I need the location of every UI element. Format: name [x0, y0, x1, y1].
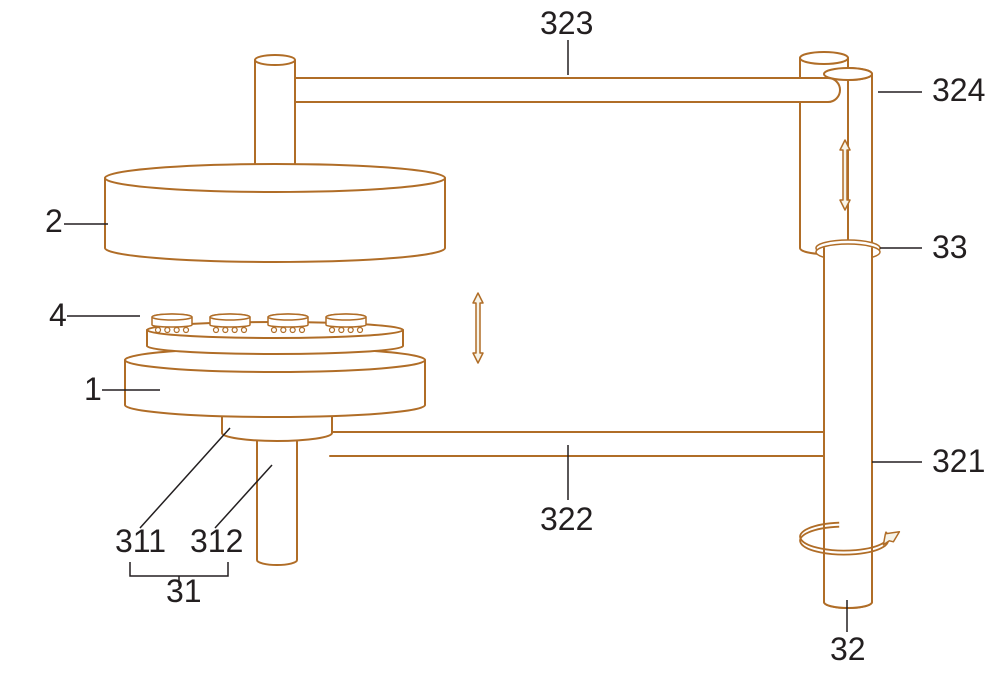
- arm-lower: [330, 432, 842, 456]
- arrow-vertical-mid: [473, 293, 483, 363]
- label-31: 31: [166, 573, 202, 609]
- label-322: 322: [540, 501, 593, 537]
- label-321: 321: [932, 443, 985, 479]
- label-32: 32: [830, 631, 866, 667]
- leader-l311a: [140, 428, 230, 528]
- disc-top: [105, 164, 445, 262]
- label-2: 2: [45, 203, 63, 239]
- label-33: 33: [932, 229, 968, 265]
- label-311: 311: [115, 523, 166, 559]
- label-312: 312: [190, 523, 243, 559]
- diagram-canvas: 1 2 4 311 312 31 322 321 32 33 324 323: [0, 0, 1000, 685]
- shaft-bottom: [257, 425, 297, 565]
- label-323: 323: [540, 5, 593, 41]
- label-1: 1: [84, 371, 102, 407]
- disc-bottom: [125, 348, 425, 417]
- arm-upper: [295, 78, 840, 102]
- label-324: 324: [932, 72, 985, 108]
- label-4: 4: [49, 297, 67, 333]
